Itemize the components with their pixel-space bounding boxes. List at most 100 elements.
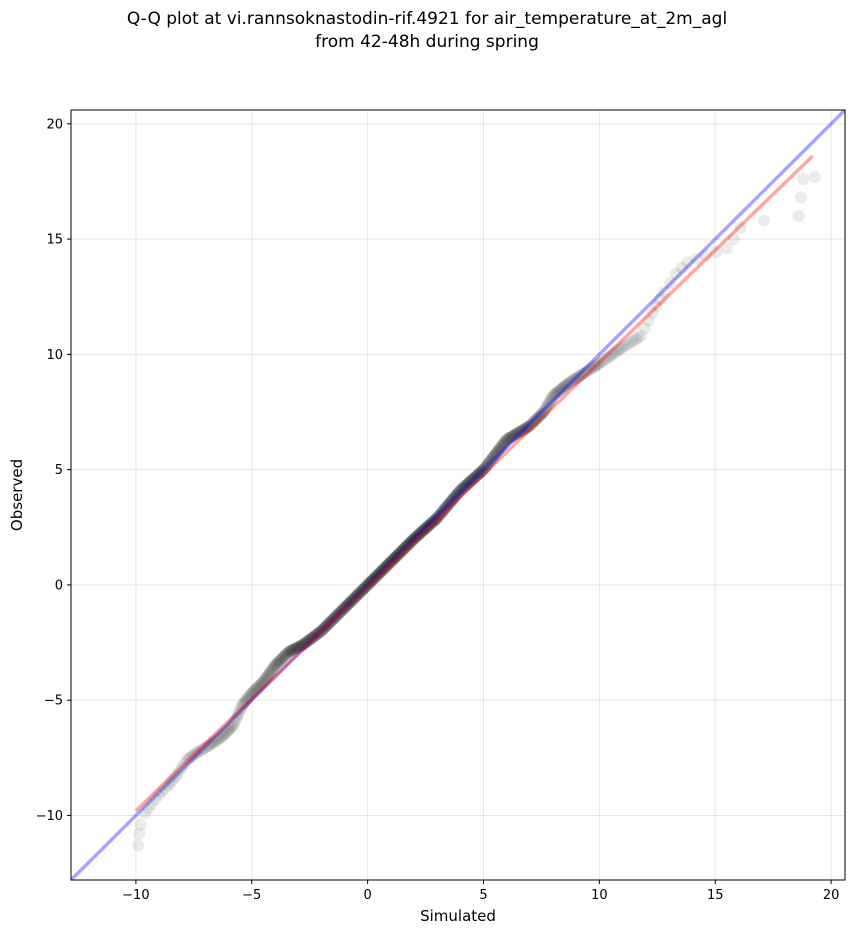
quantile-point: [522, 420, 535, 433]
quantile-point: [513, 425, 526, 438]
quantile-point: [234, 703, 247, 716]
quantile-point: [162, 779, 175, 792]
quantile-point: [385, 555, 398, 568]
quantile-point: [599, 353, 612, 366]
y-tick-label: 5: [55, 463, 63, 478]
quantile-point: [159, 782, 172, 795]
quantile-point: [541, 399, 554, 412]
quantile-point: [306, 631, 319, 644]
quantile-point: [294, 639, 307, 652]
quantile-point: [435, 506, 448, 519]
quantile-point: [402, 538, 415, 551]
quantile-point: [278, 650, 291, 663]
quantile-point: [546, 391, 559, 404]
quantile-point: [368, 571, 381, 584]
quantile-point: [619, 339, 632, 352]
quantile-point: [256, 676, 269, 689]
quantile-point: [437, 504, 450, 517]
quantile-point: [355, 585, 368, 598]
y-tick-label: 20: [46, 117, 63, 132]
quantile-point: [284, 645, 297, 658]
quantile-point: [247, 685, 260, 698]
quantile-point: [233, 706, 246, 719]
quantile-point: [534, 409, 547, 422]
quantile-point: [638, 322, 651, 335]
quantile-point: [498, 437, 511, 450]
quantile-point: [348, 591, 361, 604]
quantile-point: [554, 383, 567, 396]
quantile-point: [556, 381, 569, 394]
quantile-point: [352, 588, 365, 601]
quantile-point: [417, 524, 430, 537]
quantile-point: [551, 386, 564, 399]
quantile-point: [312, 626, 325, 639]
quantile-point: [262, 668, 275, 681]
quantile-point: [139, 807, 152, 820]
quantile-point: [635, 329, 648, 342]
quantile-point: [605, 348, 618, 361]
quantile-point: [323, 616, 336, 629]
quantile-point: [284, 644, 297, 657]
quantile-point: [408, 532, 421, 545]
quantile-point: [412, 528, 425, 541]
quantile-point: [357, 583, 370, 596]
quantile-point: [134, 818, 147, 831]
quantile-point: [494, 442, 507, 455]
quantile-point: [394, 546, 407, 559]
quantile-point: [536, 407, 549, 420]
quantile-point: [350, 589, 363, 602]
quantile-point: [380, 560, 393, 573]
quantile-point: [308, 629, 321, 642]
quantile-point: [455, 483, 468, 496]
quantile-point: [543, 396, 556, 409]
quantile-point: [375, 565, 388, 578]
quantile-point: [461, 478, 474, 491]
quantile-point: [467, 472, 480, 485]
quantile-point: [642, 314, 655, 327]
quantile-point: [375, 564, 388, 577]
quantile-point: [349, 591, 362, 604]
quantile-point: [539, 402, 552, 415]
quantile-point: [339, 600, 352, 613]
quantile-point: [268, 660, 281, 673]
quantile-point: [399, 541, 412, 554]
quantile-point: [365, 575, 378, 588]
quantile-point: [452, 486, 465, 499]
quantile-point: [337, 603, 350, 616]
quantile-point: [357, 582, 370, 595]
quantile-point: [184, 751, 197, 764]
quantile-point: [379, 560, 392, 573]
quantile-point: [392, 548, 405, 561]
quantile-point: [252, 680, 265, 693]
quantile-point: [264, 665, 277, 678]
chart-title-line-1: Q-Q plot at vi.rannsoknastodin-rif.4921 …: [126, 9, 728, 29]
quantile-point: [497, 437, 510, 450]
x-tick-label: 10: [591, 888, 608, 903]
y-tick-label: 0: [55, 578, 63, 593]
quantile-point: [248, 684, 261, 697]
quantile-point: [263, 666, 276, 679]
quantile-point: [473, 467, 486, 480]
quantile-point: [362, 578, 375, 591]
quantile-point: [487, 450, 500, 463]
quantile-point: [313, 626, 326, 639]
quantile-point: [384, 556, 397, 569]
quantile-point: [295, 639, 308, 652]
quantile-point: [377, 563, 390, 576]
quantile-point: [498, 436, 511, 449]
quantile-point: [182, 752, 195, 765]
quantile-point: [579, 366, 592, 379]
quantile-point: [371, 568, 384, 581]
quantile-point: [386, 554, 399, 567]
quantile-point: [496, 439, 509, 452]
quantile-point: [464, 475, 477, 488]
quantile-point: [383, 557, 396, 570]
quantile-point: [361, 578, 374, 591]
quantile-point: [317, 622, 330, 635]
quantile-point: [273, 654, 286, 667]
quantile-point: [453, 485, 466, 498]
quantile-point: [243, 689, 256, 702]
quantile-point: [253, 679, 266, 692]
quantile-point: [536, 406, 549, 419]
